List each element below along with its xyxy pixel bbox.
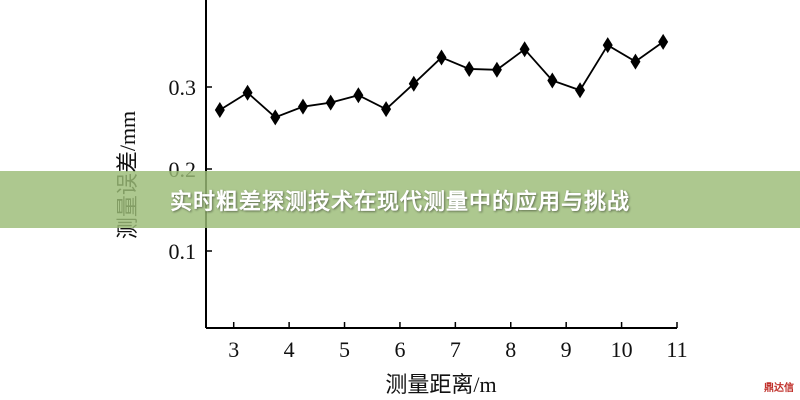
x-tick-label: 9 xyxy=(561,337,572,362)
x-axis-label: 测量距离/m xyxy=(385,372,496,397)
x-tick-label: 7 xyxy=(450,337,461,362)
x-tick-label: 6 xyxy=(394,337,405,362)
watermark-logo: 鼎达信 xyxy=(764,383,794,394)
x-tick-label: 11 xyxy=(666,337,687,362)
title-banner: 实时粗差探测技术在现代测量中的应用与挑战 xyxy=(0,171,800,228)
data-point xyxy=(491,61,502,78)
data-point xyxy=(547,72,558,89)
data-point xyxy=(602,37,613,54)
data-point xyxy=(381,101,392,118)
data-point xyxy=(575,82,586,99)
banner-title: 实时粗差探测技术在现代测量中的应用与挑战 xyxy=(169,189,630,215)
data-point xyxy=(519,41,530,58)
data-point xyxy=(630,53,641,70)
x-tick-label: 10 xyxy=(611,337,633,362)
data-point xyxy=(325,94,336,111)
x-tick-label: 8 xyxy=(505,337,516,362)
data-point xyxy=(270,109,281,126)
data-point xyxy=(242,84,253,101)
y-tick-label: 0.1 xyxy=(169,239,197,264)
x-tick-label: 3 xyxy=(228,337,239,362)
y-tick-label: 0.3 xyxy=(169,75,197,100)
x-tick-label: 4 xyxy=(284,337,295,362)
data-point xyxy=(408,75,419,92)
data-point xyxy=(464,60,475,77)
data-point xyxy=(214,101,225,118)
data-point xyxy=(658,33,669,50)
data-point xyxy=(436,49,447,66)
data-point xyxy=(297,98,308,115)
data-point xyxy=(353,87,364,104)
x-tick-label: 5 xyxy=(339,337,350,362)
